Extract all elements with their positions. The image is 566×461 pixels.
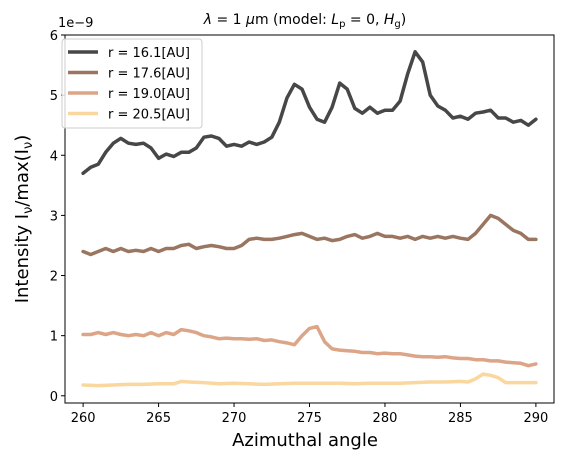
y-tick-label-3: 3	[50, 209, 58, 224]
x-axis-label: Azimuthal angle	[232, 430, 378, 451]
y-tick-label-0: 0	[50, 390, 58, 405]
legend-label-2: r = 17.6[AU]	[108, 67, 190, 82]
y-offset-text: 1e−9	[58, 16, 93, 31]
y-tick-label-6: 6	[50, 29, 58, 44]
x-tick-label-270: 270	[222, 411, 247, 426]
x-tick-label-280: 280	[373, 411, 398, 426]
legend-label-4: r = 20.5[AU]	[108, 108, 190, 123]
y-tick-label-2: 2	[50, 270, 58, 285]
series-line-1	[81, 50, 538, 176]
y-tick-label-4: 4	[50, 149, 58, 164]
x-tick-label-260: 260	[71, 411, 96, 426]
chart-title: λ = 1 μm (model: Lp = 0, Hg)	[203, 12, 407, 30]
series-line-3	[81, 324, 538, 368]
x-tick-label-275: 275	[297, 411, 322, 426]
y-tick-label-5: 5	[50, 89, 58, 104]
plot-frame	[64, 34, 555, 404]
legend-box	[61, 38, 203, 129]
legend: r = 16.1[AU] r = 17.6[AU] r = 19.0[AU] r = …	[61, 38, 203, 129]
series-layer	[81, 50, 538, 388]
legend-label-3: r = 19.0[AU]	[108, 87, 190, 102]
y-axis-label: Intensity Iν/max(Iν)	[12, 135, 36, 304]
x-tick-label-290: 290	[523, 411, 548, 426]
series-line-2	[81, 213, 538, 257]
y-tick-label-1: 1	[50, 330, 58, 345]
x-tick-label-265: 265	[146, 411, 171, 426]
legend-label-1: r = 16.1[AU]	[108, 46, 190, 61]
x-tick-label-285: 285	[448, 411, 473, 426]
ticks-layer: 260 265 270 275 280 285 290 0 1 2 3 4 5 6	[50, 29, 549, 426]
series-line-4	[81, 372, 538, 388]
